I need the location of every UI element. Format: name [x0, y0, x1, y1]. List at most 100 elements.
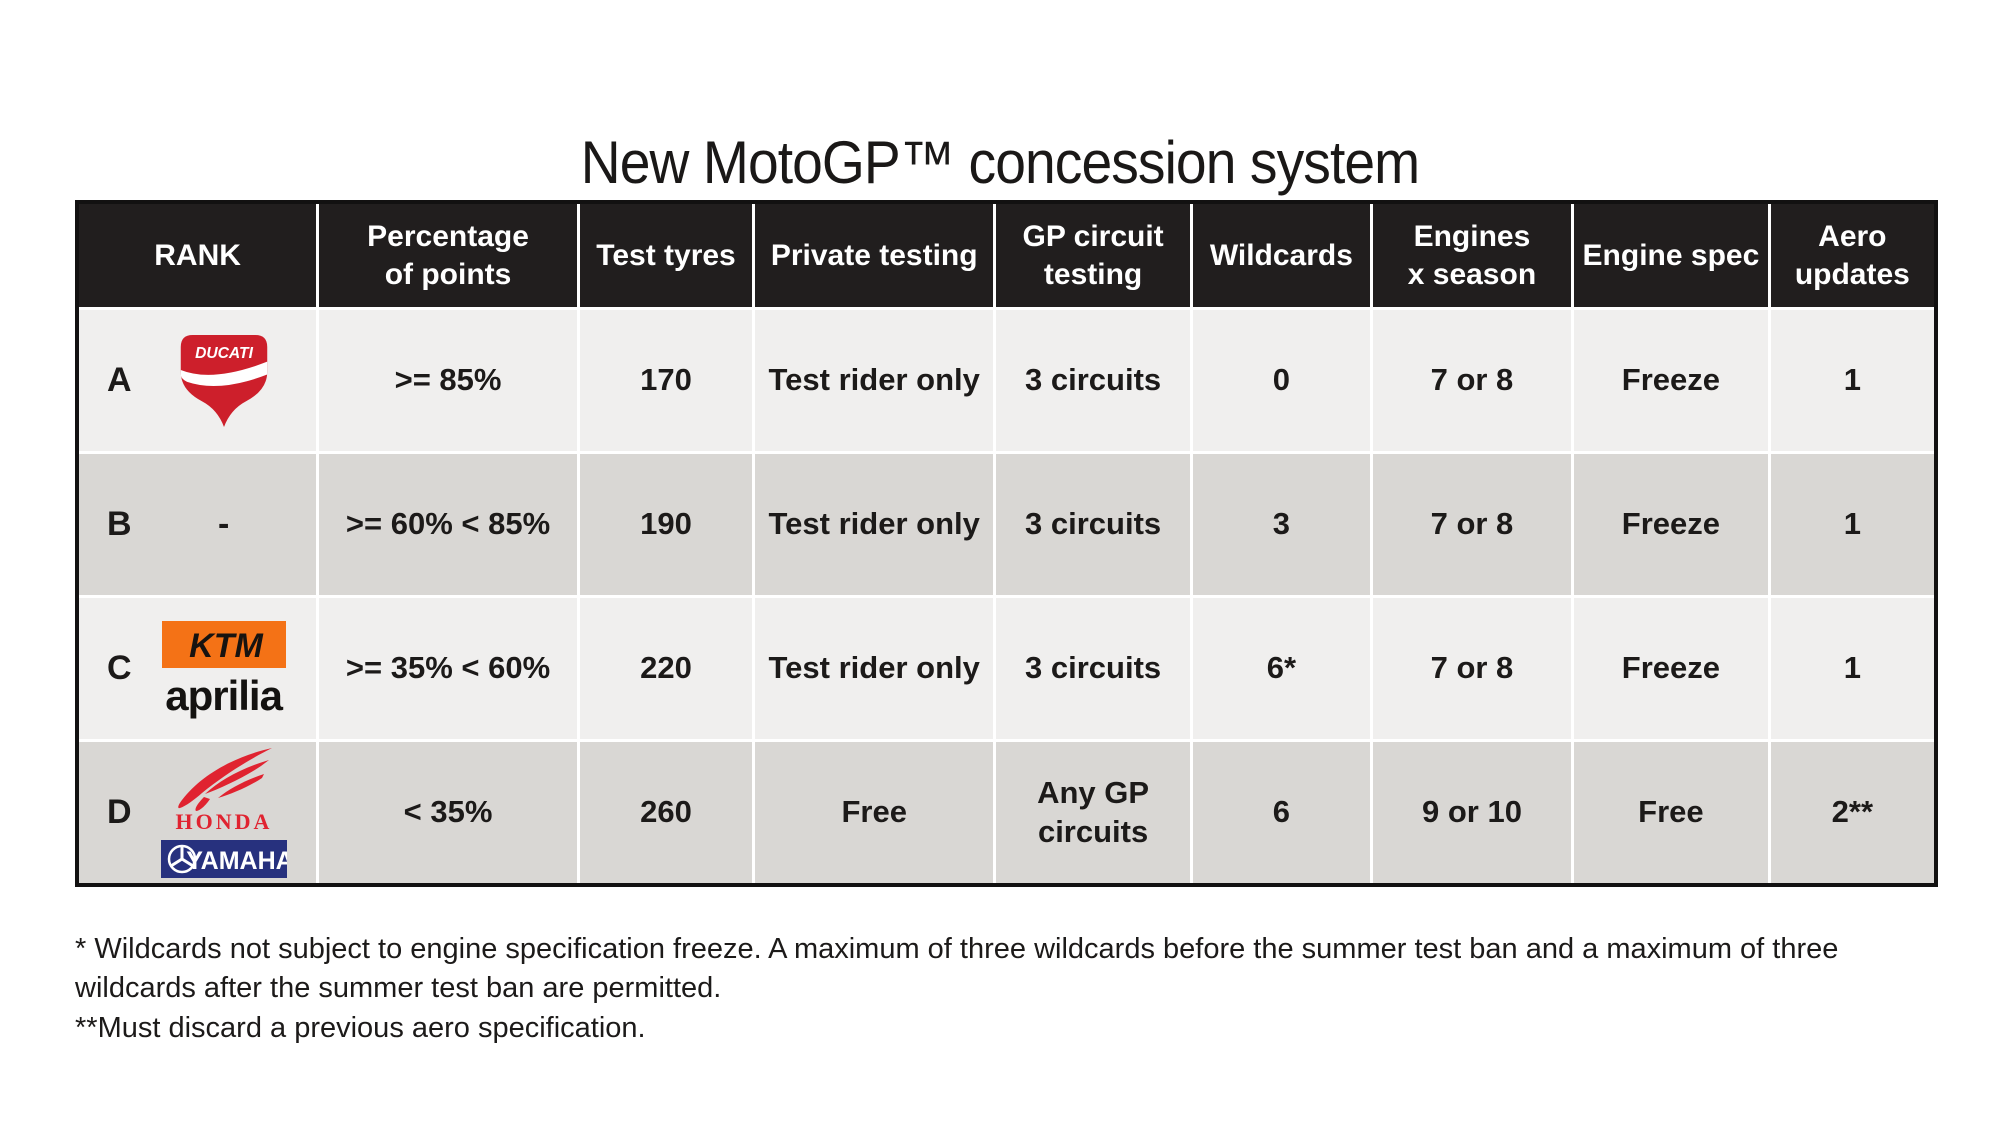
cell-value: 9 or 10 — [1421, 794, 1522, 830]
svg-text:HONDA: HONDA — [175, 809, 272, 833]
header-label: Aero updates — [1794, 220, 1910, 291]
cell-value: 260 — [640, 794, 692, 830]
header-private-testing: Private testing — [755, 204, 997, 307]
cell-value: >= 60% < 85% — [345, 506, 551, 542]
cell-value: 3 circuits — [1025, 506, 1162, 542]
header-engine-spec: Engine spec — [1574, 204, 1771, 307]
manufacturer-logos: DUCATI — [153, 333, 308, 429]
cell-value: 7 or 8 — [1430, 506, 1514, 542]
rank-letter: D — [107, 793, 132, 832]
header-percentage-of-points: Percentage of points — [319, 204, 580, 307]
cell-value: 1 — [1843, 362, 1861, 398]
cell-d-wildcards: 6 — [1192, 739, 1373, 883]
cell-value: Free — [1638, 794, 1704, 830]
cell-value: 7 or 8 — [1430, 650, 1514, 686]
concession-table: RANK Percentage of points Test tyres Privat… — [75, 200, 1938, 887]
cell-c-aero-updates: 1 — [1770, 595, 1934, 739]
cell-value: >= 85% — [394, 362, 502, 398]
cell-a-private-testing: Test rider only — [755, 307, 997, 451]
rank-cell-a: A DUCATI — [79, 307, 320, 451]
cell-value: Test rider only — [768, 362, 980, 398]
cell-d-private-testing: Free — [755, 739, 997, 883]
cell-value: Free — [841, 794, 907, 830]
header-label: Test tyres — [596, 238, 736, 272]
rank-letter: A — [107, 361, 132, 400]
rank-cell-d: D HONDA YAMAHA — [79, 739, 320, 883]
header-wildcards: Wildcards — [1192, 204, 1373, 307]
svg-text:DUCATI: DUCATI — [195, 345, 254, 362]
header-label: Engines x season — [1407, 220, 1537, 291]
header-label: Private testing — [770, 238, 978, 272]
cell-b-percentage-of-points: >= 60% < 85% — [319, 451, 580, 595]
manufacturer-logos: HONDA YAMAHA — [153, 747, 308, 878]
cell-c-engine-spec: Freeze — [1574, 595, 1771, 739]
header-aero-updates: Aero updates — [1770, 204, 1934, 307]
manufacturer-logos: - — [153, 503, 308, 546]
svg-text:YAMAHA: YAMAHA — [186, 847, 287, 875]
cell-value: 2** — [1831, 794, 1874, 830]
cell-value: Freeze — [1621, 362, 1721, 398]
cell-b-test-tyres: 190 — [579, 451, 756, 595]
honda-logo: HONDA — [175, 748, 272, 833]
cell-value: 1 — [1843, 650, 1861, 686]
ducati-logo: DUCATI — [180, 334, 267, 427]
rank-letter: B — [107, 505, 132, 544]
cell-b-engine-spec: Freeze — [1574, 451, 1771, 595]
footnote-wildcards: * Wildcards not subject to engine specif… — [75, 933, 1839, 1004]
cell-c-percentage-of-points: >= 35% < 60% — [319, 595, 580, 739]
cell-b-aero-updates: 1 — [1770, 451, 1934, 595]
cell-d-aero-updates: 2** — [1770, 739, 1934, 883]
cell-c-wildcards: 6* — [1192, 595, 1373, 739]
cell-b-private-testing: Test rider only — [755, 451, 997, 595]
cell-c-private-testing: Test rider only — [755, 595, 997, 739]
page-title: New MotoGP™ concession system — [580, 129, 1420, 197]
cell-a-gp-circuit-testing: 3 circuits — [996, 307, 1193, 451]
cell-a-engine-spec: Freeze — [1574, 307, 1771, 451]
cell-value: 3 circuits — [1025, 362, 1162, 398]
header-label: RANK — [154, 238, 241, 272]
cell-a-aero-updates: 1 — [1770, 307, 1934, 451]
cell-value: 3 — [1272, 506, 1290, 542]
cell-d-percentage-of-points: < 35% — [319, 739, 580, 883]
cell-c-test-tyres: 220 — [579, 595, 756, 739]
rank-cell-b: B- — [79, 451, 320, 595]
cell-value: 190 — [640, 506, 692, 542]
cell-d-test-tyres: 260 — [579, 739, 756, 883]
cell-c-gp-circuit-testing: 3 circuits — [996, 595, 1193, 739]
cell-value: Any GP circuits — [1037, 774, 1150, 849]
ktm-logo: KTM — [161, 620, 286, 668]
manufacturer-logos: KTM aprilia — [153, 620, 308, 719]
cell-value: Test rider only — [768, 650, 980, 686]
cell-value: 6* — [1266, 650, 1297, 686]
header-label: Engine spec — [1582, 238, 1760, 272]
rank-cell-c: C KTM aprilia — [79, 595, 320, 739]
header-label: Percentage of points — [367, 220, 529, 291]
cell-value: 6 — [1272, 794, 1290, 830]
cell-value: 220 — [640, 650, 692, 686]
rank-letter: C — [107, 649, 132, 688]
cell-value: 1 — [1843, 506, 1861, 542]
svg-text:KTM: KTM — [189, 627, 263, 665]
cell-value: >= 35% < 60% — [345, 650, 551, 686]
cell-b-engines-x-season: 7 or 8 — [1372, 451, 1575, 595]
footnotes: * Wildcards not subject to engine specif… — [75, 930, 1955, 1049]
header-label: GP circuit testing — [1022, 220, 1164, 291]
header-label: Wildcards — [1209, 238, 1353, 272]
footnote-aero: **Must discard a previous aero specifica… — [75, 1012, 646, 1044]
cell-value: 0 — [1272, 362, 1290, 398]
cell-a-percentage-of-points: >= 85% — [319, 307, 580, 451]
header-rank: RANK — [79, 204, 320, 307]
cell-b-gp-circuit-testing: 3 circuits — [996, 451, 1193, 595]
cell-value: Test rider only — [768, 506, 980, 542]
aprilia-logo: aprilia — [165, 671, 283, 719]
cell-a-engines-x-season: 7 or 8 — [1372, 307, 1575, 451]
cell-value: 3 circuits — [1025, 650, 1162, 686]
cell-c-engines-x-season: 7 or 8 — [1372, 595, 1575, 739]
no-manufacturer-dash: - — [217, 505, 230, 544]
header-test-tyres: Test tyres — [579, 204, 756, 307]
cell-value: Freeze — [1621, 506, 1721, 542]
cell-value: < 35% — [403, 794, 493, 830]
cell-d-gp-circuit-testing: Any GP circuits — [996, 739, 1193, 883]
cell-value: 170 — [640, 362, 692, 398]
